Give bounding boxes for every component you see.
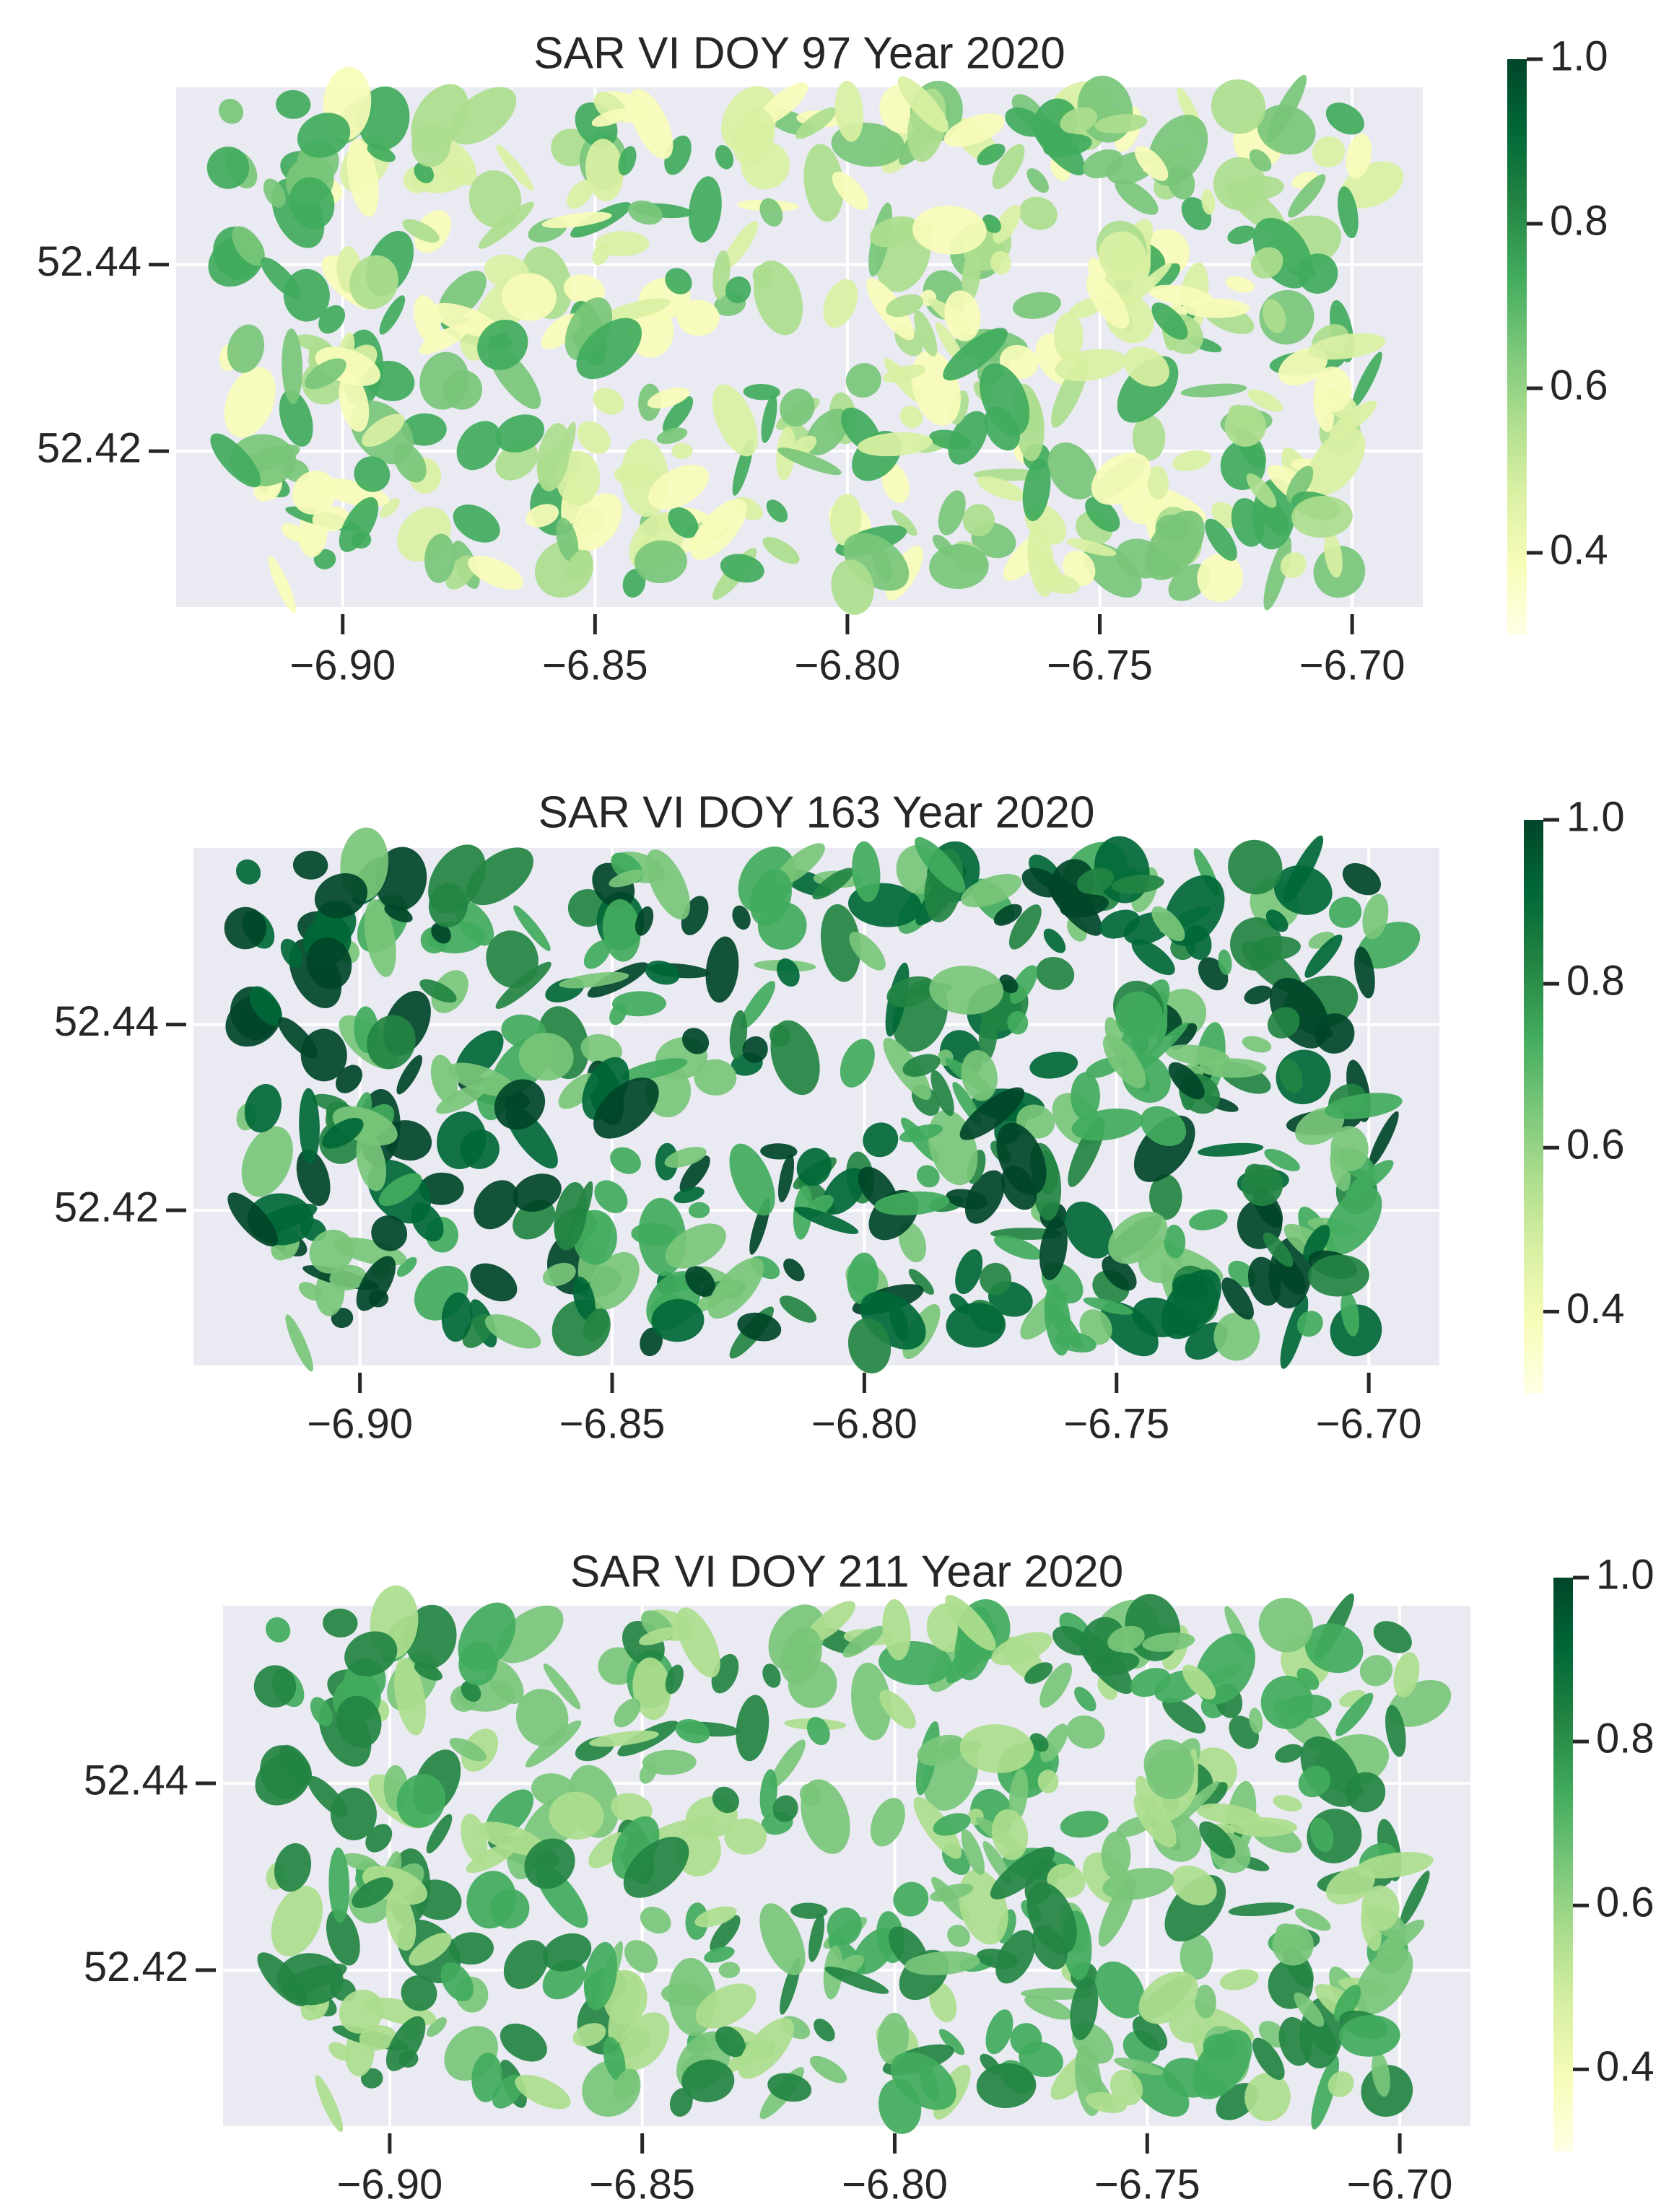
x-tick-label: −6.85	[589, 2161, 695, 2208]
y-tick-label: 52.42	[84, 1944, 188, 1990]
colorbar-tick-label: 0.6	[1550, 362, 1608, 408]
x-tick-label: −6.80	[811, 1400, 917, 1447]
x-tick-label: −6.90	[307, 1400, 413, 1447]
x-tick-label: −6.75	[1094, 2161, 1200, 2208]
colorbar-tick-label: 0.8	[1550, 197, 1608, 244]
colorbar-tick-label: 1.0	[1550, 32, 1608, 79]
chart-title: SAR VI DOY 97 Year 2020	[533, 28, 1065, 78]
colorbar-tick-label: 0.6	[1596, 1879, 1655, 1926]
x-tick-label: −6.75	[1063, 1400, 1169, 1447]
colorbar-tick-label: 0.6	[1566, 1122, 1625, 1168]
x-tick-label: −6.70	[1316, 1400, 1422, 1447]
x-tick-label: −6.75	[1047, 642, 1153, 688]
x-tick-label: −6.85	[559, 1400, 666, 1447]
colorbar	[1524, 820, 1543, 1394]
x-tick-label: −6.80	[842, 2161, 948, 2208]
colorbar-tick-label: 0.4	[1566, 1285, 1625, 1332]
x-tick-label: −6.90	[336, 2161, 443, 2208]
x-tick-label: −6.70	[1347, 2161, 1453, 2208]
y-tick-label: 52.44	[84, 1757, 188, 1804]
colorbar	[1507, 59, 1527, 635]
page: −6.90 −6.85 −6.80 −6.75 −6.70 52.42 52.44 SAR V…	[0, 0, 1661, 2212]
colorbar-tick-label: 0.8	[1596, 1715, 1655, 1762]
x-tick-label: −6.80	[795, 642, 901, 688]
x-tick-label: −6.85	[542, 642, 648, 688]
chart-title: SAR VI DOY 163 Year 2020	[539, 787, 1095, 837]
colorbar	[1553, 1578, 1573, 2151]
colorbar-tick-label: 0.4	[1550, 526, 1608, 573]
colorbar-tick-label: 0.8	[1566, 957, 1625, 1004]
y-tick-label: 52.44	[54, 998, 159, 1045]
y-tick-label: 52.44	[37, 238, 141, 285]
y-tick-label: 52.42	[37, 424, 141, 471]
colorbar-tick-label: 1.0	[1596, 1551, 1655, 1598]
colorbar-tick-label: 0.4	[1596, 2043, 1655, 2090]
x-tick-label: −6.90	[289, 642, 396, 688]
x-tick-label: −6.70	[1299, 642, 1405, 688]
y-tick-label: 52.42	[54, 1184, 159, 1230]
colorbar-tick-label: 1.0	[1566, 793, 1625, 840]
figure: −6.90 −6.85 −6.80 −6.75 −6.70 52.42 52.44 SAR V…	[0, 0, 1661, 2212]
chart-title: SAR VI DOY 211 Year 2020	[570, 1547, 1123, 1596]
